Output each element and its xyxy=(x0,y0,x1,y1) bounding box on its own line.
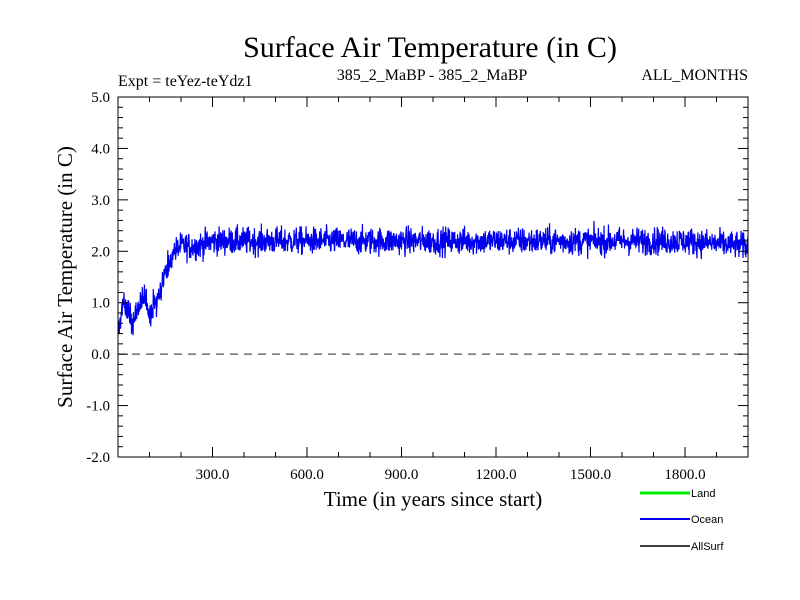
x-tick-label: 1800.0 xyxy=(664,467,705,483)
y-tick-label: 2.0 xyxy=(91,244,110,260)
y-tick-label: 1.0 xyxy=(91,296,110,312)
plot-frame xyxy=(117,96,749,458)
subtitle-left: Expt = teYez-teYdz1 xyxy=(118,73,252,90)
legend-land-label: Ocean xyxy=(691,514,723,526)
legend-allsurf-label: AllSurf xyxy=(691,541,724,553)
y-tick-label: -1.0 xyxy=(86,399,110,415)
y-tick-label: 5.0 xyxy=(91,90,110,106)
y-tick-label: 3.0 xyxy=(91,193,110,209)
series-layer xyxy=(118,221,748,336)
land-series-line xyxy=(118,221,748,336)
subtitle-right: ALL_MONTHS xyxy=(641,67,748,84)
x-tick-label: 600.0 xyxy=(290,467,324,483)
x-tick-label: 900.0 xyxy=(385,467,419,483)
y-tick-label: -2.0 xyxy=(86,450,110,466)
y-tick-label: 4.0 xyxy=(91,141,110,157)
chart-title: Surface Air Temperature (in C) xyxy=(243,31,617,64)
x-tick-label: 300.0 xyxy=(196,467,230,483)
y-axis-label: Surface Air Temperature (in C) xyxy=(53,146,77,408)
ticks-layer: 300.0 600.0 900.0 1200.0 1500.0 1800.0 -2.0 -1.… xyxy=(86,90,748,483)
subtitle-center: 385_2_MaBP - 385_2_MaBP xyxy=(337,67,528,84)
x-tick-label: 1200.0 xyxy=(475,467,516,483)
legend: Land Ocean AllSurf xyxy=(640,488,724,553)
y-tick-label: 0.0 xyxy=(91,347,110,363)
legend-ocean-label: Land xyxy=(691,488,715,500)
x-tick-label: 1500.0 xyxy=(570,467,611,483)
x-axis-label: Time (in years since start) xyxy=(324,487,543,511)
